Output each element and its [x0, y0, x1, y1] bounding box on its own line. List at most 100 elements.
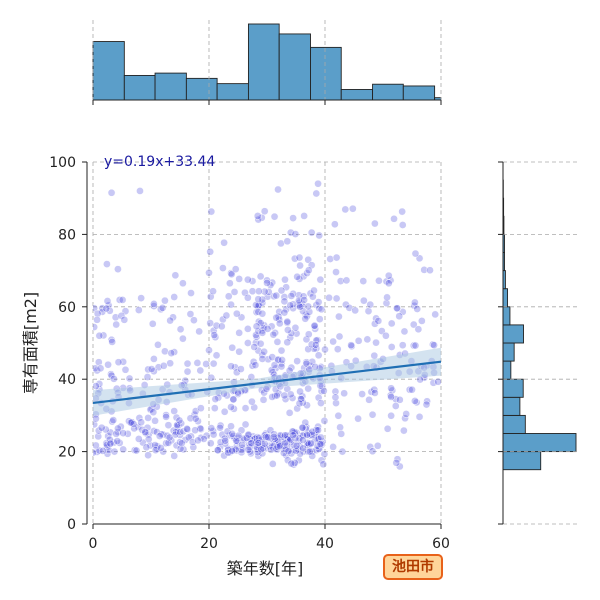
top-hist-bar — [340, 89, 374, 101]
data-point — [183, 424, 191, 433]
data-point — [260, 439, 269, 448]
data-point — [333, 345, 342, 354]
data-point — [172, 427, 180, 436]
data-point — [183, 425, 192, 434]
data-point — [105, 435, 114, 444]
data-point — [191, 426, 199, 435]
right-hist-bar — [502, 414, 526, 434]
data-point — [119, 429, 128, 437]
data-point — [331, 220, 339, 229]
data-point — [161, 347, 169, 356]
data-point — [304, 255, 313, 264]
data-point — [387, 319, 396, 328]
data-point — [286, 390, 295, 399]
data-point — [103, 297, 112, 305]
data-point — [312, 446, 321, 455]
data-point — [183, 367, 192, 376]
data-point — [286, 333, 295, 342]
data-point — [315, 315, 324, 323]
data-point — [95, 331, 104, 340]
data-point — [304, 330, 313, 339]
data-point — [340, 389, 348, 398]
right-hist-bar — [502, 360, 512, 380]
data-point — [169, 313, 177, 322]
data-point — [395, 312, 404, 321]
data-point — [232, 368, 241, 377]
data-point — [275, 319, 284, 328]
data-point — [301, 314, 310, 323]
data-point — [93, 448, 101, 456]
data-point — [169, 426, 178, 435]
data-point — [248, 277, 257, 285]
data-point — [255, 287, 263, 296]
data-point — [289, 431, 297, 440]
data-point — [299, 444, 307, 453]
data-point — [237, 365, 245, 373]
data-point — [420, 266, 429, 274]
data-point — [143, 373, 152, 381]
data-point — [162, 439, 170, 448]
data-point — [429, 340, 437, 349]
right-hist-bar — [502, 288, 508, 308]
data-point — [383, 424, 392, 433]
data-point — [297, 395, 306, 403]
data-point — [254, 327, 263, 335]
data-point — [414, 325, 423, 334]
data-point — [148, 319, 157, 328]
top-hist-bar — [154, 72, 187, 101]
data-point — [224, 292, 233, 301]
data-point — [314, 351, 323, 360]
data-point — [130, 424, 139, 433]
data-point — [320, 416, 329, 425]
data-point — [211, 395, 220, 403]
data-point — [93, 315, 101, 324]
x-tick-label: 0 — [89, 536, 98, 552]
data-point — [258, 355, 267, 363]
data-point — [354, 414, 362, 423]
data-point — [398, 341, 407, 350]
data-point — [280, 297, 289, 306]
data-point — [300, 212, 308, 220]
x-tick-label: 20 — [200, 536, 218, 552]
data-point — [393, 304, 401, 313]
data-point — [338, 447, 347, 456]
data-point — [268, 460, 277, 468]
data-point — [93, 420, 99, 429]
data-point — [270, 430, 278, 439]
data-point — [258, 295, 267, 304]
data-point — [371, 389, 379, 397]
data-point — [235, 329, 244, 337]
data-point — [190, 316, 198, 325]
data-point — [304, 266, 313, 275]
data-point — [370, 351, 379, 360]
data-point — [294, 445, 303, 454]
data-point — [292, 441, 301, 450]
data-point — [228, 430, 237, 438]
right-hist-bar — [502, 378, 524, 398]
data-point — [368, 447, 377, 456]
data-point — [295, 275, 304, 283]
data-point — [151, 416, 159, 425]
data-point — [317, 433, 325, 442]
data-point — [303, 431, 311, 439]
data-point — [176, 325, 185, 334]
data-point — [268, 368, 277, 377]
data-point — [274, 185, 282, 194]
data-point — [179, 445, 188, 454]
data-point — [260, 347, 268, 356]
data-point — [252, 338, 260, 347]
data-point — [295, 253, 304, 262]
data-point — [281, 275, 289, 284]
data-point — [300, 296, 308, 304]
data-point — [170, 407, 179, 415]
data-point — [308, 292, 317, 301]
regression-layer — [93, 347, 441, 416]
data-point — [194, 417, 202, 426]
data-point — [415, 412, 424, 421]
data-point — [281, 439, 289, 448]
y-tick-label: 40 — [58, 372, 76, 388]
data-point — [283, 338, 292, 347]
data-point — [173, 421, 181, 430]
data-point — [228, 343, 237, 352]
